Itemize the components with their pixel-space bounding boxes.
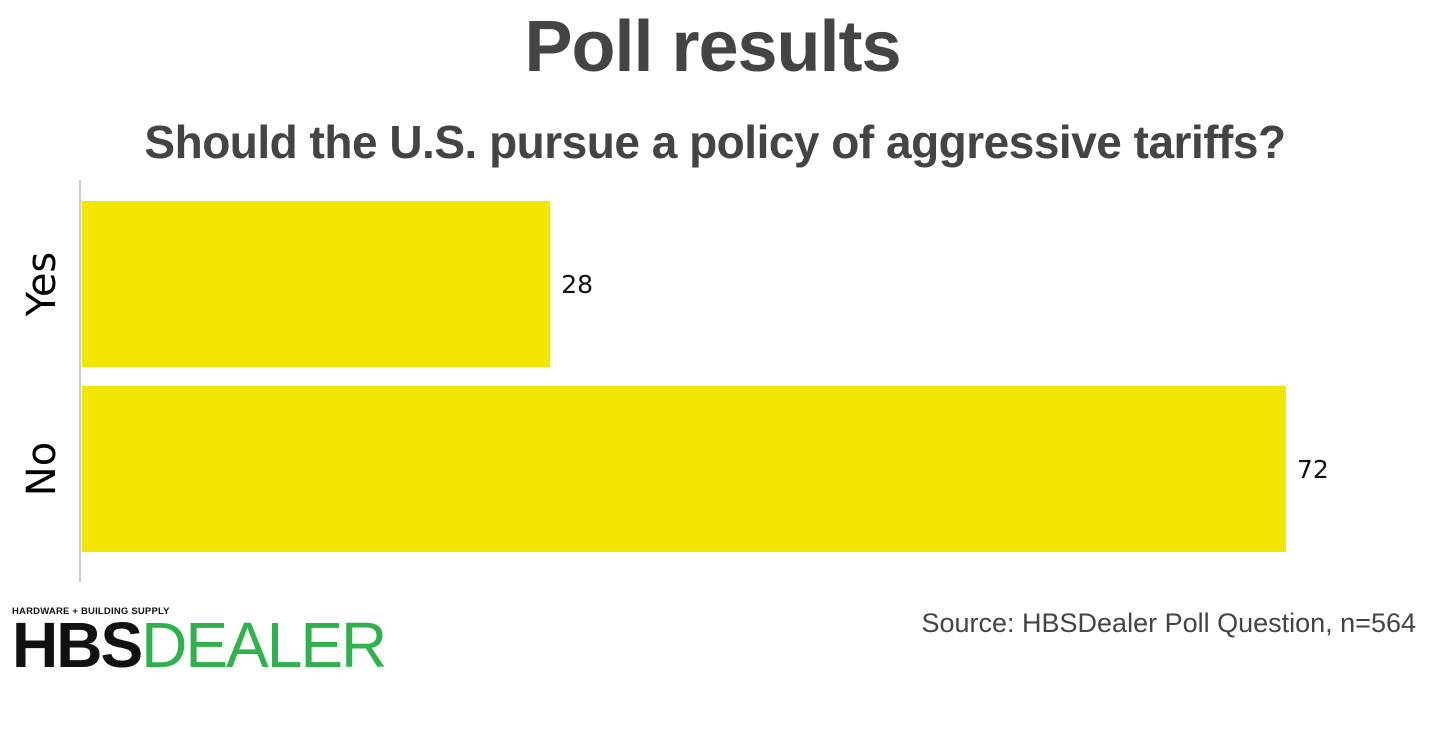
chart-title: Poll results <box>524 7 901 87</box>
bar-chart: 28 Yes 72 No <box>19 180 1329 582</box>
logo-dealer: DEALER <box>141 609 387 681</box>
data-label-yes: 28 <box>561 270 593 299</box>
data-label-no: 72 <box>1297 455 1329 484</box>
bar-yes <box>82 201 551 367</box>
bar-no <box>82 386 1286 552</box>
logo-hbs: HBS <box>12 609 143 681</box>
source-note: Source: HBSDealer Poll Question, n=564 <box>921 608 1416 638</box>
category-label-yes: Yes <box>19 252 65 318</box>
chart-subtitle: Should the U.S. pursue a policy of aggre… <box>144 116 1286 168</box>
category-label-no: No <box>19 442 65 496</box>
logo-tagline: HARDWARE + BUILDING SUPPLY <box>12 606 170 617</box>
hbsdealer-logo: HARDWARE + BUILDING SUPPLY HBSDEALER <box>12 606 387 677</box>
